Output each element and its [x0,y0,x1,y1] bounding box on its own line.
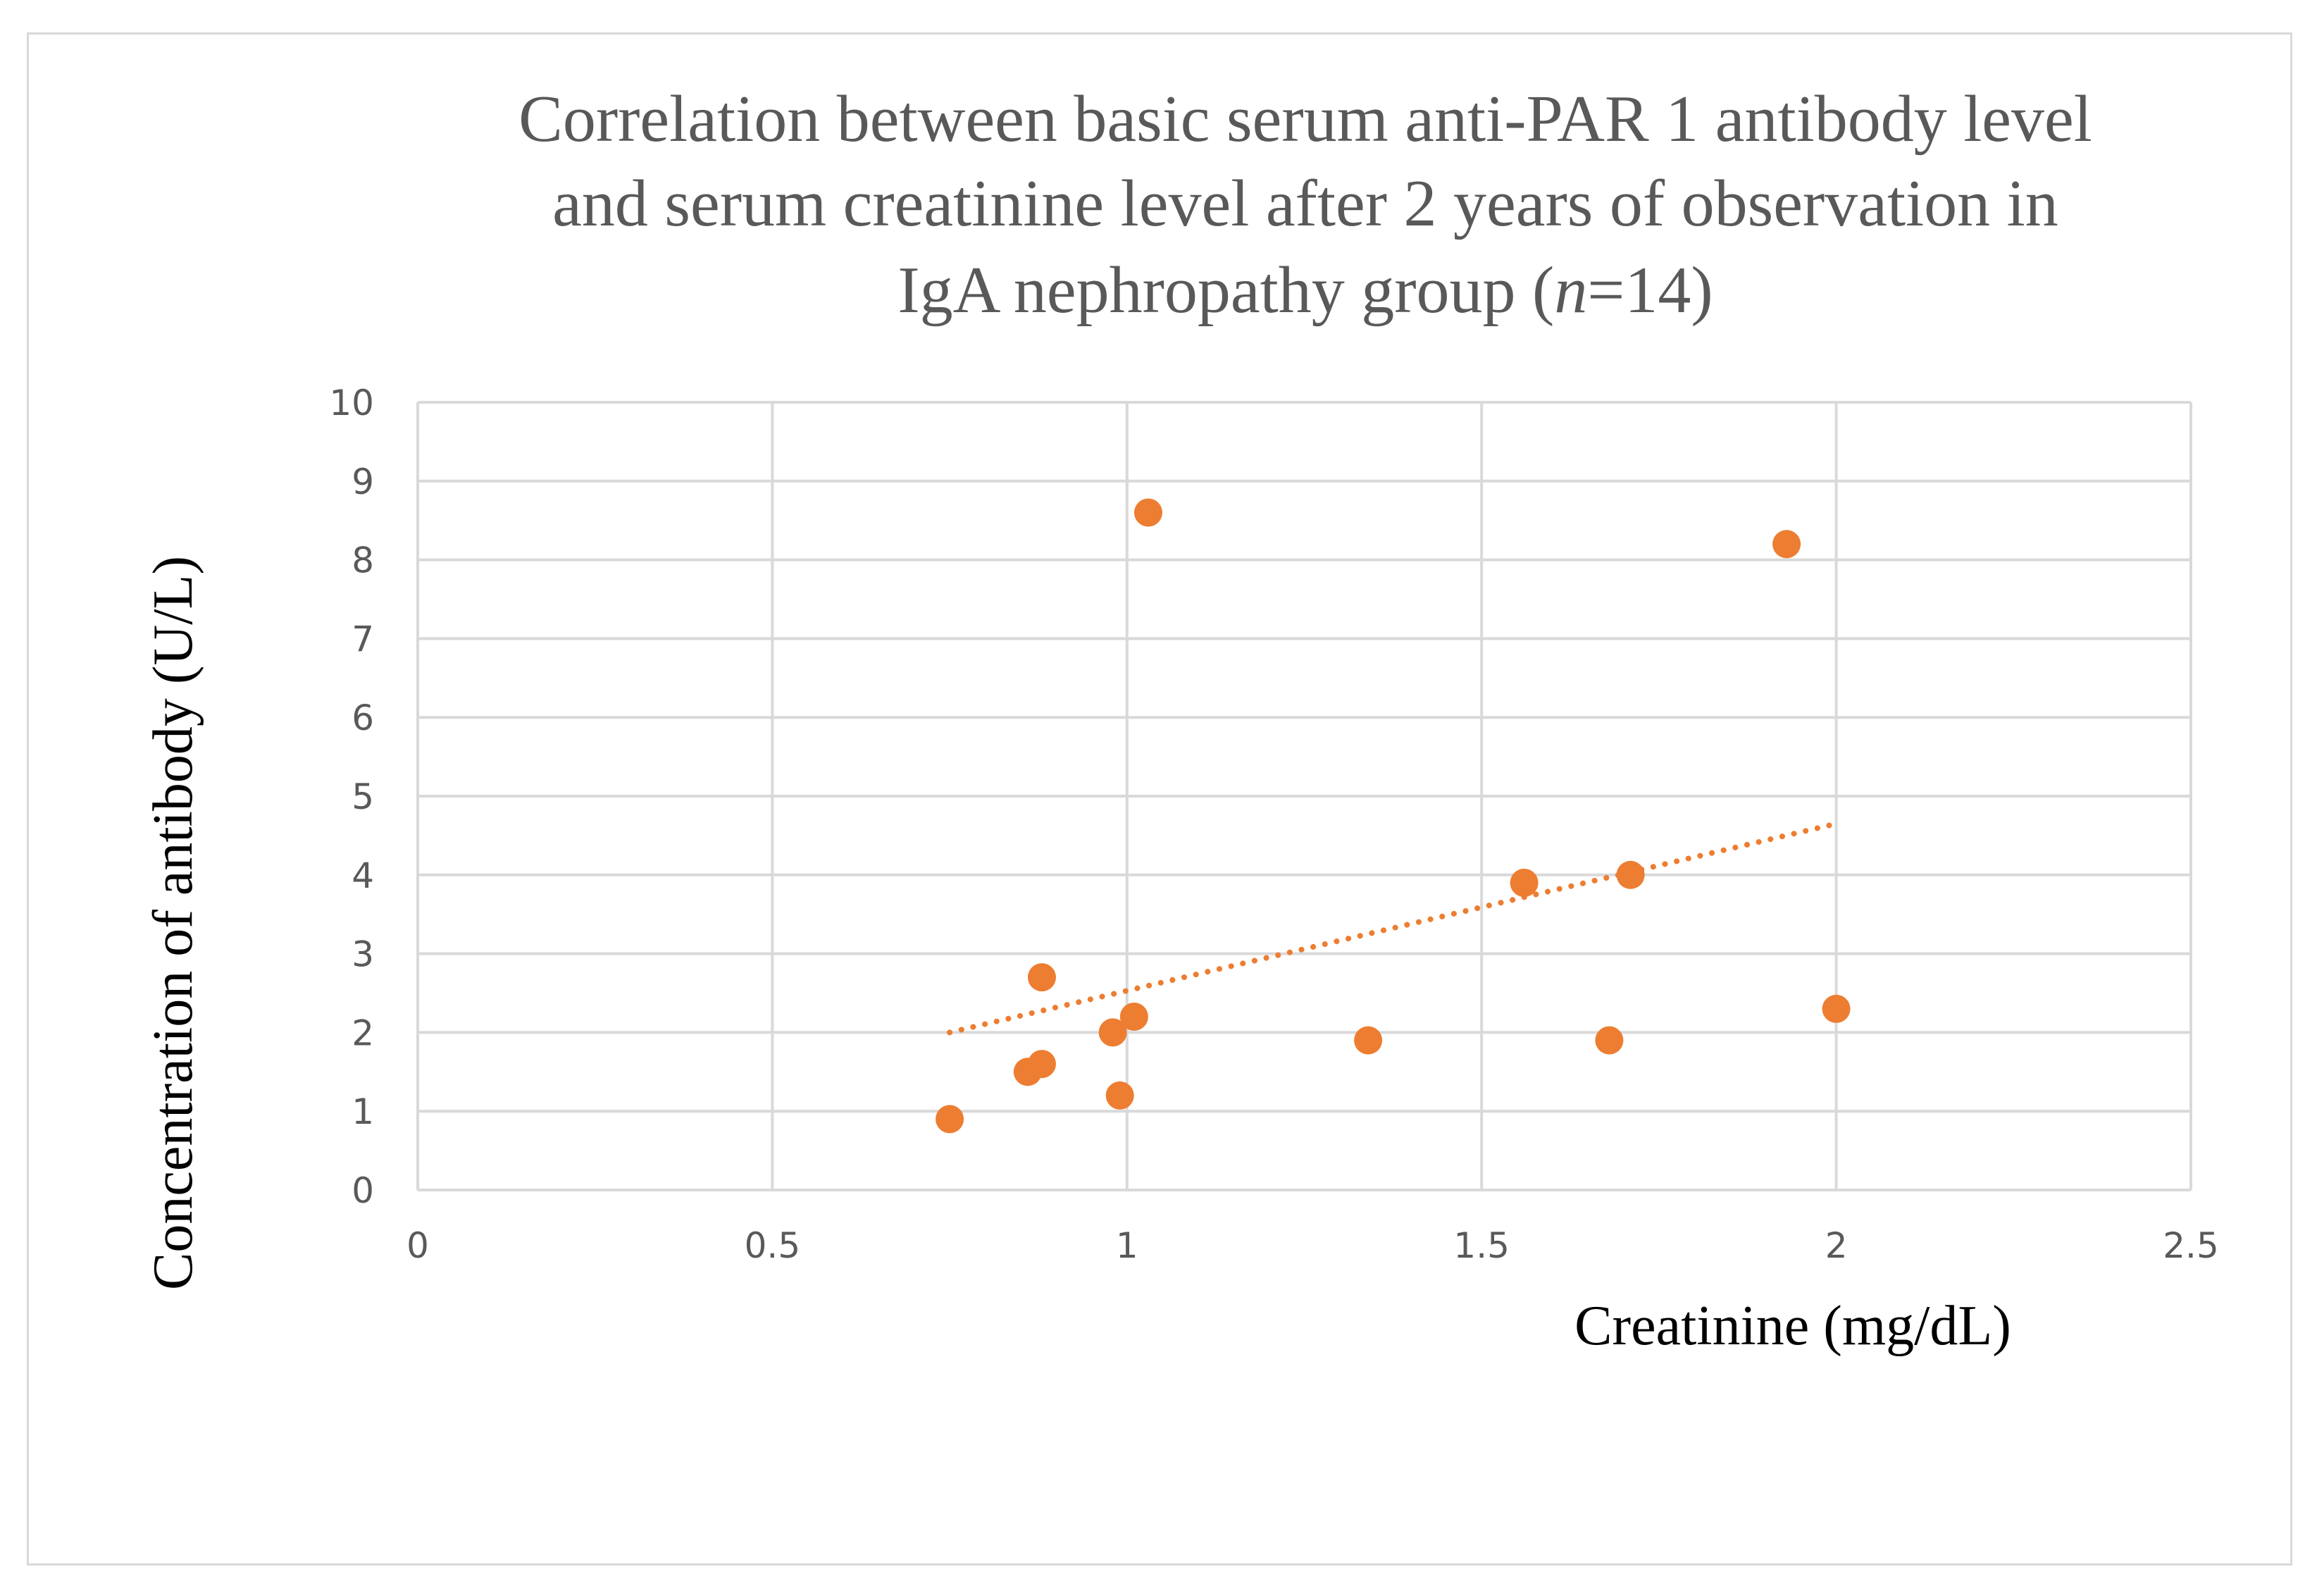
chart-title-n-symbol: n [1554,254,1587,327]
y-tick-label: 1 [352,1091,374,1132]
data-point [1772,530,1801,559]
x-tick-label: 0 [406,1225,429,1266]
y-axis-title: Concentration of antibody (U/L) [142,556,204,1290]
y-tick-label: 2 [352,1012,374,1053]
data-point [1105,1081,1134,1110]
chart-title-line-3-suffix: =14) [1587,254,1713,327]
chart-frame [27,32,2292,1566]
data-point [936,1105,964,1134]
x-tick-label: 2 [1825,1225,1848,1266]
y-tick-label: 4 [352,855,374,896]
data-point [1098,1018,1127,1047]
trendline-layer [947,821,1839,1036]
chart-title-line-2: and serum creatinine level after 2 years… [552,167,2058,240]
gridlines [416,401,2192,1191]
data-point [1027,963,1056,992]
y-tick-label: 7 [352,619,374,659]
x-tick-label: 0.5 [745,1225,801,1266]
data-point [1134,498,1163,527]
y-tick-label: 6 [352,698,374,738]
y-tick-label: 8 [352,540,374,581]
x-axis-ticks: 0 0.5 1 1.5 2 2.5 [406,1225,2219,1266]
data-point [1510,868,1539,897]
y-tick-label: 5 [352,776,374,817]
x-tick-label: 2.5 [2163,1225,2219,1266]
x-tick-label: 1 [1116,1225,1138,1266]
x-tick-label: 1.5 [1453,1225,1510,1266]
data-point [1027,1050,1056,1079]
chart-title-line-3: IgA nephropathy group (n=14) [897,254,1713,327]
data-point [1595,1026,1624,1055]
data-points [936,498,1851,1134]
data-point [1119,1003,1148,1031]
y-tick-label: 3 [352,934,374,975]
y-tick-label: 9 [352,461,374,502]
chart-title-line-1: Correlation between basic serum anti-PAR… [518,82,2092,156]
data-point [1354,1026,1383,1055]
data-point [1616,860,1645,889]
x-axis-title: Creatinine (mg/dL) [1574,1295,2011,1357]
trendline [947,821,1839,1036]
y-axis-ticks: 0 1 2 3 4 5 6 7 8 9 10 [329,383,374,1211]
chart-title-line-3-prefix: IgA nephropathy group ( [897,254,1554,327]
y-tick-label: 10 [329,383,374,423]
data-point [1822,994,1851,1023]
y-tick-label: 0 [352,1170,374,1211]
